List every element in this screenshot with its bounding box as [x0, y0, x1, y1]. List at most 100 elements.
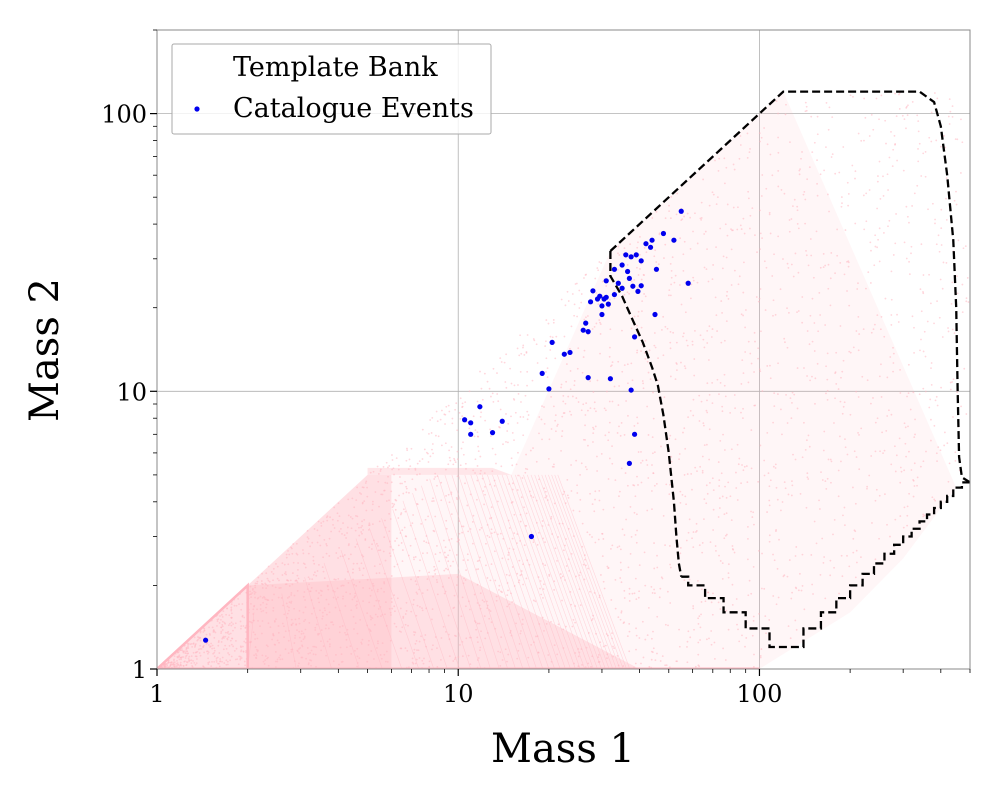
template-bank-point — [556, 423, 559, 426]
template-bank-point — [917, 120, 920, 123]
template-bank-point — [414, 487, 417, 490]
template-bank-point — [321, 590, 323, 592]
template-bank-point — [766, 431, 769, 434]
template-bank-point — [682, 332, 685, 335]
template-bank-point — [500, 590, 502, 593]
template-bank-point — [457, 656, 460, 658]
template-bank-point — [610, 547, 612, 550]
template-bank-point — [479, 455, 482, 458]
template-bank-point — [227, 630, 230, 633]
template-bank-point — [910, 252, 912, 255]
template-bank-point — [373, 658, 375, 660]
template-bank-point — [566, 494, 569, 497]
template-bank-point — [939, 278, 942, 281]
template-bank-point — [961, 141, 964, 144]
template-bank-point — [277, 631, 280, 634]
template-bank-point — [570, 552, 573, 555]
template-bank-point — [794, 619, 797, 622]
template-bank-point — [916, 114, 919, 117]
template-bank-point — [875, 97, 878, 100]
template-bank-point — [584, 414, 587, 416]
template-bank-point — [312, 573, 315, 576]
template-bank-point — [623, 597, 626, 599]
template-bank-point — [596, 379, 599, 382]
template-bank-point — [754, 340, 756, 343]
template-bank-point — [412, 556, 415, 559]
template-bank-point — [596, 470, 599, 472]
template-bank-point — [418, 588, 421, 591]
template-bank-point — [290, 624, 293, 627]
template-bank-point — [225, 659, 228, 662]
template-bank-point — [325, 543, 328, 545]
template-bank-point — [389, 545, 392, 548]
template-bank-point — [701, 551, 704, 554]
template-bank-point — [673, 281, 676, 284]
template-bank-point — [537, 576, 540, 578]
template-bank-point — [715, 203, 718, 206]
template-bank-point — [399, 513, 402, 516]
template-bank-point — [545, 623, 548, 625]
template-bank-point — [885, 430, 888, 432]
template-bank-point — [428, 665, 431, 668]
template-bank-point — [955, 203, 958, 206]
template-bank-point — [475, 628, 478, 631]
template-bank-point — [356, 655, 359, 658]
template-bank-point — [498, 589, 500, 591]
template-bank-point — [945, 197, 947, 200]
template-bank-point — [635, 513, 638, 516]
template-bank-point — [449, 459, 452, 462]
template-bank-point — [174, 661, 176, 664]
template-bank-point — [396, 597, 399, 600]
template-bank-point — [384, 559, 387, 562]
template-bank-point — [260, 580, 263, 582]
template-bank-point — [310, 599, 313, 601]
template-bank-point — [490, 621, 493, 624]
template-bank-point — [431, 648, 433, 651]
template-bank-point — [229, 659, 232, 662]
template-bank-point — [298, 617, 300, 620]
template-bank-point — [857, 349, 860, 352]
catalogue-event-point — [619, 285, 625, 291]
template-bank-point — [228, 622, 231, 625]
template-bank-point — [474, 621, 477, 624]
template-bank-point — [926, 320, 929, 323]
template-bank-point — [551, 336, 554, 339]
template-bank-point — [710, 643, 713, 646]
template-bank-point — [171, 666, 174, 669]
template-bank-point — [701, 455, 704, 458]
template-bank-point — [245, 591, 248, 594]
template-bank-point — [334, 578, 337, 581]
template-bank-point — [625, 518, 627, 521]
template-bank-point — [219, 660, 221, 663]
template-bank-point — [702, 178, 705, 181]
catalogue-event-point — [628, 387, 634, 393]
template-bank-striation — [506, 474, 576, 669]
template-bank-point — [735, 487, 738, 489]
template-bank-point — [629, 506, 632, 508]
template-bank-point — [327, 627, 330, 630]
template-bank-point — [491, 447, 494, 450]
template-bank-point — [598, 594, 601, 597]
template-bank-point — [611, 462, 614, 465]
template-bank-point — [721, 312, 723, 314]
template-bank-point — [315, 574, 318, 577]
template-bank-point — [910, 469, 913, 471]
template-bank-point — [532, 599, 535, 602]
template-bank-point — [381, 493, 384, 496]
template-bank-point — [788, 219, 791, 221]
template-bank-point — [288, 609, 290, 612]
template-bank-point — [736, 623, 738, 626]
template-bank-point — [765, 266, 768, 269]
template-bank-point — [890, 270, 893, 273]
template-bank-point — [461, 640, 464, 643]
template-bank-point — [461, 525, 463, 528]
template-bank-point — [456, 450, 459, 453]
template-bank-point — [227, 652, 230, 654]
template-bank-point — [409, 524, 412, 527]
template-bank-point — [796, 311, 798, 314]
template-bank-point — [516, 657, 519, 660]
template-bank-point — [763, 459, 766, 462]
template-bank-point — [691, 340, 694, 343]
template-bank-point — [425, 541, 428, 544]
template-bank-point — [323, 538, 326, 541]
